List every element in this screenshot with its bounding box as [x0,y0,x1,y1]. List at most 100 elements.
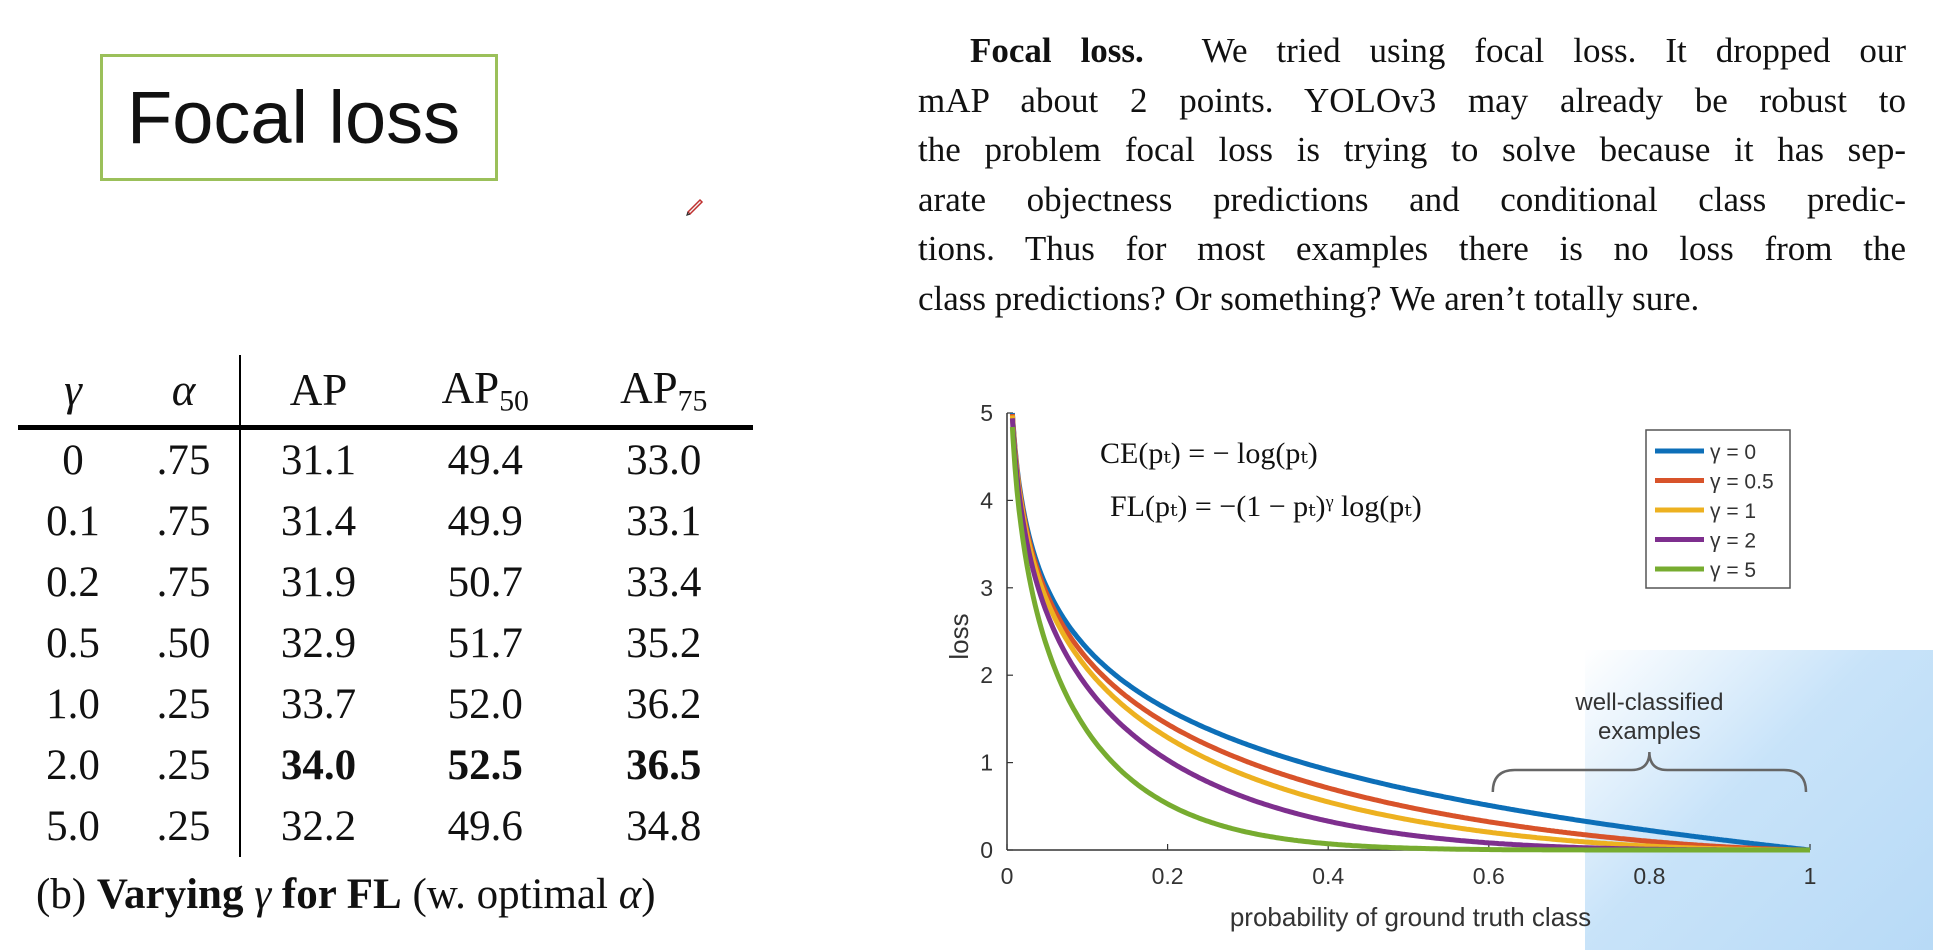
y-tick-label: 1 [980,750,993,776]
header-ap75-sub: 75 [677,385,708,418]
caption-prefix: (b) [36,871,97,918]
paragraph-line-1: Focal loss. We tried using focal loss. I… [918,26,1906,76]
cell-ap50: 49.9 [447,498,523,545]
paragraph-line-2: mAP about 2 points. YOLOv3 may already b… [918,80,1906,120]
header-ap50: AP50 [396,355,574,428]
caption-bold-2: for FL [271,871,402,918]
y-tick-label: 3 [980,575,993,601]
header-ap75-base: AP [620,362,678,413]
paper-paragraph: Focal loss. We tried using focal loss. I… [918,26,1906,324]
cell-alpha: .75 [127,552,242,613]
formula-fl: FL(pₜ) = −(1 − pₜ)ᵞ log(pₜ) [1110,490,1422,523]
x-tick-label: 0.8 [1633,863,1665,889]
cell-ap: 33.7 [280,681,357,728]
cell-ap: 32.9 [280,620,357,667]
slide-title: Focal loss [127,76,461,159]
results-table: γ α AP AP50 AP75 0.75 31.1 49.4 33.0 0.1.75 3… [18,355,753,857]
slide-title-box: Focal loss [100,54,498,181]
cell-gamma: 0.5 [46,620,100,667]
header-ap75: AP75 [575,355,754,428]
legend-label: γ = 0.5 [1710,471,1774,494]
paragraph-line-3: the problem focal loss is trying to solv… [918,130,1906,170]
table-header-row: γ α AP AP50 AP75 [18,355,753,428]
x-tick-label: 0.2 [1152,863,1184,889]
paragraph-heading: Focal loss. [970,31,1144,70]
x-tick-label: 0.4 [1312,863,1344,889]
cell-alpha: .25 [127,674,242,735]
cell-gamma: 0.2 [46,559,100,606]
cell-ap: 31.4 [280,498,357,545]
cell-ap75: 36.5 [626,742,702,789]
x-tick-label: 1 [1804,863,1817,889]
legend-label: γ = 1 [1710,500,1756,523]
cell-ap: 31.9 [280,559,357,606]
y-tick-label: 0 [980,837,993,863]
pen-cursor-icon [686,198,704,216]
cell-ap50: 50.7 [447,559,523,606]
cell-alpha: .25 [127,735,242,796]
caption-suffix-close: ) [641,871,656,918]
table-row: 2.0 .25 34.0 52.5 36.5 [18,735,753,796]
header-alpha: α [127,355,242,428]
cell-ap75: 34.8 [626,803,702,850]
caption-alpha: α [618,871,642,918]
cell-ap50: 52.0 [447,681,523,728]
legend-label: γ = 0 [1710,441,1756,464]
y-tick-label: 4 [980,487,993,513]
curve-series [1009,426,1811,853]
table-row: 0.5 .50 32.9 51.7 35.2 [18,613,753,674]
table-row: 0 .75 31.1 49.4 33.0 [18,427,753,491]
cell-ap50: 49.6 [447,803,523,850]
cell-gamma: 1.0 [46,681,100,728]
x-tick-label: 0 [1001,863,1014,889]
cell-alpha: .75 [127,427,242,491]
cell-alpha: .75 [127,491,242,552]
cell-ap: 34.0 [280,742,357,789]
table-row: 5.0 .25 32.2 49.6 34.8 [18,796,753,857]
table-caption: (b) Varying γ for FL (w. optimal α) [36,870,656,919]
cell-ap50: 51.7 [447,620,523,667]
cell-ap: 31.1 [280,437,357,484]
curve-series [1009,413,1811,853]
header-ap50-base: AP [441,362,500,413]
caption-gamma: γ [254,871,272,918]
x-axis-label: probability of ground truth class [1230,902,1591,932]
curve-series [1009,412,1811,853]
header-ap50-sub: 50 [499,385,529,418]
cell-gamma: 2.0 [46,742,100,789]
header-ap: AP [289,365,348,415]
cell-alpha: .25 [127,796,242,857]
cell-gamma: 0.1 [46,498,100,545]
formula-ce: CE(pₜ) = − log(pₜ) [1100,437,1318,470]
legend-label: γ = 5 [1710,559,1756,582]
annotation-line-2: examples [1598,718,1701,745]
caption-bold-1: Varying [96,871,255,918]
annotation-line-1: well-classified [1574,689,1723,716]
table-row: 1.0 .25 33.7 52.0 36.2 [18,674,753,735]
cell-ap: 32.2 [280,803,357,850]
cell-alpha: .50 [127,613,242,674]
cell-ap75: 33.4 [626,559,702,606]
header-gamma: γ [64,365,82,415]
paragraph-line-4: arate objectness predictions and conditi… [918,179,1906,219]
legend-label: γ = 2 [1710,530,1756,553]
y-axis-label: loss [944,613,974,659]
cell-ap50: 49.4 [447,437,523,484]
x-tick-label: 0.6 [1473,863,1505,889]
annotation-brace [1491,751,1808,793]
paragraph-line-6: class predictions? Or something? We aren… [918,278,1700,318]
cell-ap50: 52.5 [447,742,523,789]
paragraph-line-5: tions. Thus for most examples there is n… [918,229,1906,269]
table-row: 0.1 .75 31.4 49.9 33.1 [18,491,753,552]
caption-suffix-open: (w. optimal [401,871,619,918]
cell-ap75: 35.2 [626,620,702,667]
cell-ap75: 36.2 [626,681,702,728]
table-row: 0.2 .75 31.9 50.7 33.4 [18,552,753,613]
cell-ap75: 33.0 [626,437,702,484]
y-tick-label: 2 [980,662,993,688]
cell-ap75: 33.1 [626,498,702,545]
cell-gamma: 5.0 [46,803,100,850]
paragraph-text-1: We tried using focal loss. It dropped ou… [1201,31,1907,70]
background-glow [1585,650,1933,950]
